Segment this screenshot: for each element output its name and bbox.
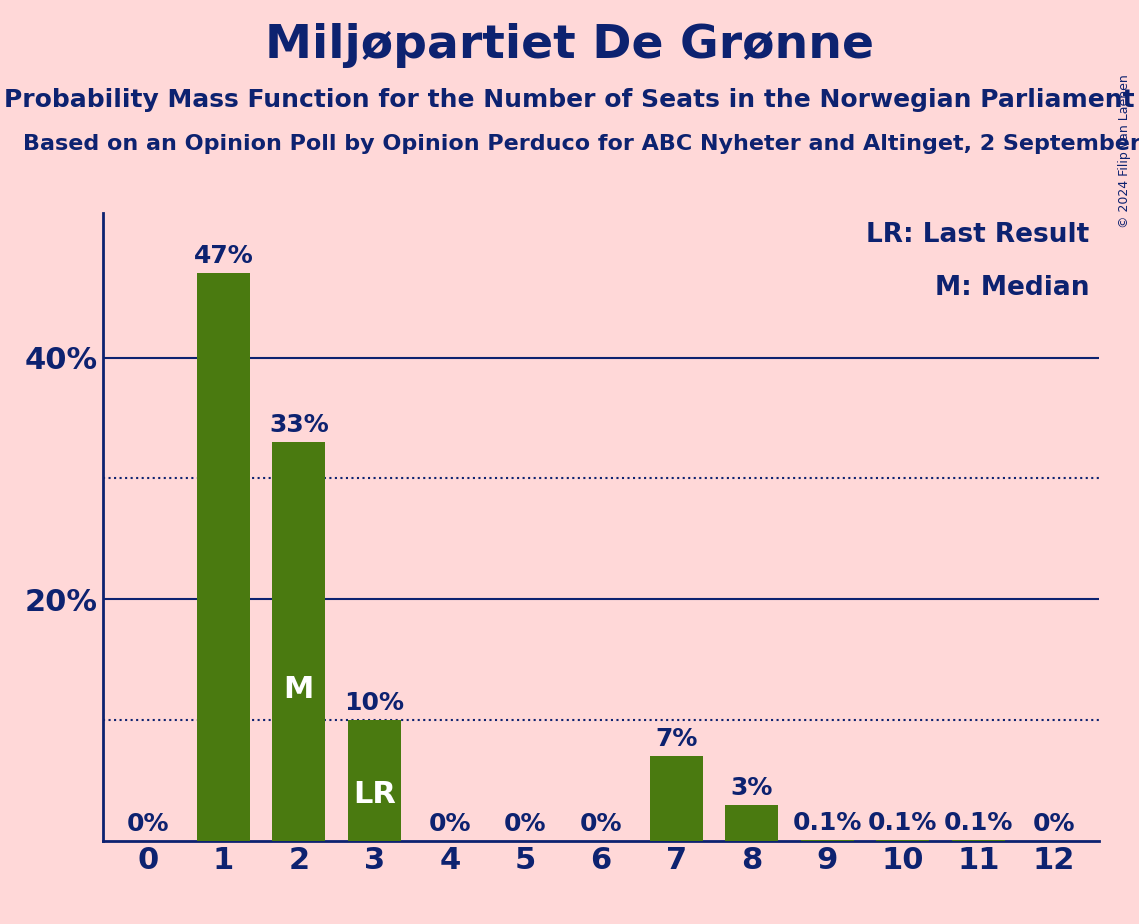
Text: 0%: 0% (126, 812, 169, 836)
Bar (272, 442, 326, 841)
Bar (876, 840, 929, 841)
Text: Based on an Opinion Poll by Opinion Perduco for ABC Nyheter and Altinget, 2 Sept: Based on an Opinion Poll by Opinion Perd… (23, 134, 1139, 154)
Bar (347, 720, 401, 841)
Text: 0%: 0% (505, 812, 547, 836)
Text: M: M (284, 675, 314, 704)
Text: 7%: 7% (655, 727, 697, 751)
Text: 0.1%: 0.1% (793, 810, 862, 834)
Text: © 2024 Filip van Laenen: © 2024 Filip van Laenen (1118, 74, 1131, 227)
Bar (650, 756, 703, 841)
Text: 0%: 0% (428, 812, 472, 836)
Text: 3%: 3% (730, 776, 773, 800)
Text: LR: LR (353, 781, 395, 809)
Text: LR: Last Result: LR: Last Result (866, 222, 1089, 248)
Text: 0.1%: 0.1% (868, 810, 937, 834)
Text: 0%: 0% (1033, 812, 1075, 836)
Text: 33%: 33% (269, 413, 329, 437)
Bar (952, 840, 1005, 841)
Text: M: Median: M: Median (935, 275, 1089, 301)
Text: 47%: 47% (194, 244, 253, 268)
Bar (197, 273, 249, 841)
Text: Probability Mass Function for the Number of Seats in the Norwegian Parliament: Probability Mass Function for the Number… (5, 88, 1134, 112)
Text: 0.1%: 0.1% (943, 810, 1013, 834)
Text: 0%: 0% (580, 812, 622, 836)
Bar (726, 805, 778, 841)
Bar (801, 840, 854, 841)
Text: 10%: 10% (344, 691, 404, 715)
Text: Miljøpartiet De Grønne: Miljøpartiet De Grønne (265, 23, 874, 68)
